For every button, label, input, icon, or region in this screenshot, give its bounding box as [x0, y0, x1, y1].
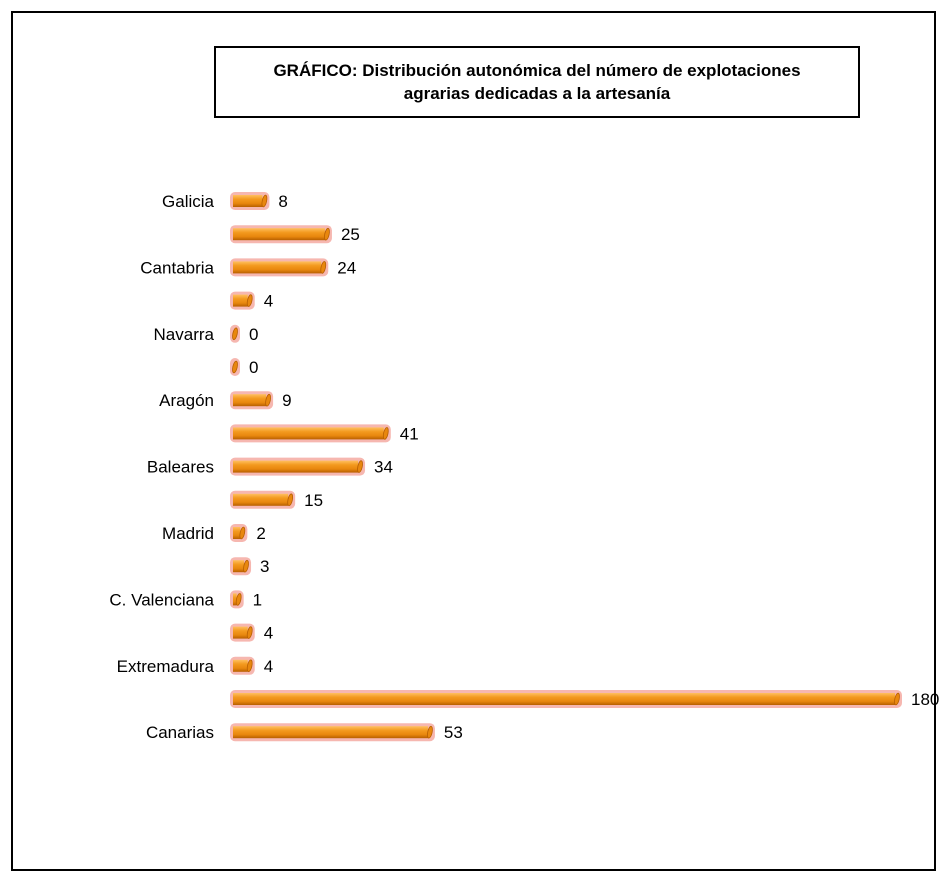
value-label: 3 — [260, 557, 269, 576]
bar-row: 4 Extremadura — [117, 656, 273, 676]
value-label: 53 — [444, 723, 463, 742]
bar-cap — [320, 261, 327, 274]
bar-cap — [235, 593, 242, 606]
value-label: 180 — [911, 690, 939, 709]
value-label: 2 — [256, 524, 265, 543]
value-label: 15 — [304, 491, 323, 510]
category-label: Aragón — [159, 391, 214, 410]
bar-row: 180 — [230, 690, 939, 709]
bar-row: 2 Madrid — [162, 524, 266, 543]
category-label: C. Valenciana — [109, 590, 214, 609]
bar-cap — [265, 393, 271, 407]
category-label: Madrid — [162, 524, 214, 543]
bar — [233, 195, 263, 207]
bar — [233, 560, 245, 573]
value-label: 9 — [282, 391, 291, 410]
bar-cap — [232, 360, 238, 374]
value-label: 34 — [374, 458, 393, 477]
value-label: 0 — [249, 358, 258, 377]
bar-cap — [246, 659, 253, 673]
bar — [233, 493, 289, 506]
value-label: 4 — [264, 657, 273, 676]
bar — [233, 693, 895, 705]
category-label: Cantabria — [140, 258, 214, 277]
bar — [233, 294, 248, 307]
chart-title-box: GRÁFICO: Distribución autonómica del núm… — [214, 46, 860, 118]
bar — [233, 726, 428, 739]
bar-row: 15 — [230, 490, 323, 510]
bar — [233, 527, 241, 539]
category-label: Galicia — [162, 192, 215, 211]
value-label: 24 — [337, 258, 356, 277]
category-label: Canarias — [146, 723, 214, 742]
bar — [233, 593, 237, 606]
bar — [233, 626, 248, 639]
bar-row: 1 C. Valenciana — [109, 590, 262, 609]
value-label: 8 — [278, 192, 287, 211]
category-label: Extremadura — [117, 657, 215, 676]
bar-row: 53 Canarias — [146, 723, 463, 742]
value-label: 4 — [264, 624, 273, 643]
category-label: Navarra — [154, 325, 215, 344]
bar-row: 41 — [230, 424, 419, 443]
bar-cap — [287, 493, 294, 507]
value-label: 1 — [253, 590, 262, 609]
bar-cap — [243, 559, 249, 573]
bar-cap — [382, 427, 389, 440]
bar-cap — [246, 626, 253, 639]
category-label: Baleares — [147, 458, 214, 477]
bar-row: 34 Baleares — [147, 457, 393, 477]
bar-cap — [246, 294, 253, 307]
value-label: 4 — [264, 292, 273, 311]
bar-row: 9 Aragón — [159, 391, 292, 410]
bar-row: 8 Galicia — [162, 192, 288, 211]
chart-frame — [11, 11, 936, 871]
bar — [233, 659, 248, 672]
value-label: 0 — [249, 325, 258, 344]
bar — [233, 427, 384, 440]
bar-row: 0 — [230, 358, 258, 377]
value-label: 25 — [341, 225, 360, 244]
bar-cap — [427, 725, 433, 739]
bar-row: 24 Cantabria — [140, 258, 356, 277]
bar — [233, 394, 267, 407]
bar-row: 25 — [230, 225, 360, 244]
bar-cap — [239, 526, 246, 540]
bar — [233, 228, 325, 241]
bar-row: 0 Navarra — [154, 324, 258, 344]
bar — [233, 261, 322, 274]
bar-cap — [261, 194, 268, 208]
bar-row: 4 — [230, 291, 273, 311]
bar-cap — [894, 692, 900, 706]
bar-row: 4 — [230, 623, 273, 643]
bar-cap — [324, 227, 330, 241]
bar — [233, 460, 359, 473]
chart-title: GRÁFICO: Distribución autonómica del núm… — [273, 61, 801, 103]
bar-cap — [357, 460, 363, 473]
bar-row: 3 — [230, 557, 270, 576]
bar-cap — [232, 327, 238, 341]
value-label: 41 — [400, 424, 419, 443]
